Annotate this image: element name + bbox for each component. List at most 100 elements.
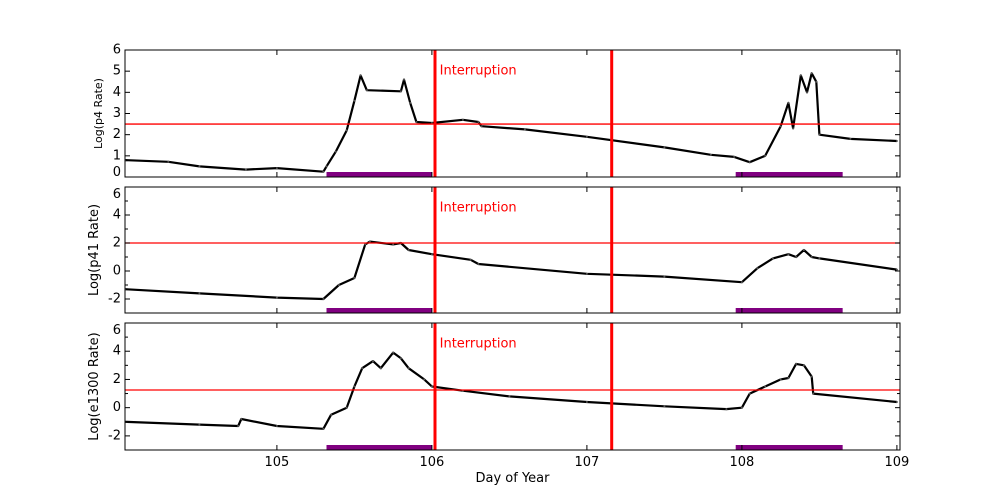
axes-frame <box>124 322 901 451</box>
data-point <box>275 425 278 428</box>
y-tick-label: 6 <box>113 43 121 58</box>
data-point <box>771 257 774 260</box>
data-point <box>802 364 805 367</box>
interval-bar <box>735 172 843 177</box>
data-point <box>585 272 588 275</box>
data-point <box>895 140 898 143</box>
data-point <box>740 406 743 409</box>
data-point <box>779 125 782 128</box>
data-point <box>818 133 821 136</box>
data-point <box>787 253 790 256</box>
plot-area <box>125 50 900 177</box>
data-point <box>198 165 201 168</box>
data-point <box>372 360 374 363</box>
data-point <box>379 367 382 370</box>
data-point <box>663 146 666 149</box>
data-point <box>663 275 666 278</box>
y-tick-label: 6 <box>113 323 121 338</box>
data-point <box>725 408 728 411</box>
data-point <box>787 101 790 104</box>
data-point <box>330 413 333 416</box>
data-point <box>275 167 278 170</box>
y-axis-label: Log(e1300 Rate) <box>87 332 102 440</box>
data-point <box>365 89 368 92</box>
axes-frame <box>124 186 901 314</box>
data-point <box>812 392 815 395</box>
data-point <box>407 249 410 251</box>
data-point <box>198 423 201 426</box>
data-point <box>423 378 426 381</box>
data-point <box>480 125 483 128</box>
data-point <box>849 137 852 140</box>
x-tick-label: 107 <box>574 455 599 470</box>
data-point <box>764 385 767 388</box>
interruption-label: Interruption <box>440 337 517 352</box>
data-point <box>799 74 802 77</box>
data-point <box>430 253 433 256</box>
data-point <box>663 405 666 408</box>
data-point <box>430 385 433 388</box>
data-point <box>345 129 348 132</box>
data-point <box>240 417 243 420</box>
data-point <box>779 378 782 381</box>
panel-3: Interruption -2 0 2 4 6 105 106 107 108 109 Log(e13… <box>87 322 909 486</box>
data-point <box>756 267 759 270</box>
data-point <box>353 385 356 388</box>
y-tick-label: 2 <box>113 236 121 251</box>
data-point <box>361 367 364 370</box>
interruption-label: Interruption <box>440 64 517 79</box>
y-tick-label: 2 <box>113 127 121 142</box>
data-point <box>733 155 736 158</box>
data-point <box>523 128 526 131</box>
x-tick-label: 105 <box>264 455 289 470</box>
data-point <box>810 72 813 75</box>
data-point <box>795 256 798 258</box>
interval-bar <box>326 308 432 313</box>
y-tick-label: 0 <box>113 264 121 279</box>
data-point <box>353 277 356 279</box>
panel-1: Interruption 0 1 2 3 4 5 6 Log(p4 Rate) <box>92 43 901 180</box>
data-point <box>399 90 402 93</box>
data-point <box>740 281 743 284</box>
y-tick-label: 4 <box>113 208 121 223</box>
data-point <box>810 375 813 378</box>
data-point <box>407 367 410 370</box>
interval-bar <box>326 172 432 177</box>
x-tick-label: 109 <box>884 455 909 470</box>
data-series-line <box>125 240 898 301</box>
x-axis-label: Day of Year <box>476 471 551 486</box>
data-point <box>477 120 480 123</box>
data-series-line <box>125 351 898 430</box>
y-tick-label: 5 <box>113 64 121 79</box>
data-point <box>364 243 367 246</box>
data-point <box>353 99 356 102</box>
y-tick-label: 6 <box>113 187 121 202</box>
data-point <box>469 258 472 261</box>
data-point <box>709 153 712 156</box>
data-point <box>237 425 240 428</box>
data-point <box>409 101 412 104</box>
data-point <box>244 168 247 171</box>
interval-bar <box>735 308 843 313</box>
data-point <box>392 243 395 246</box>
y-tick-label: -2 <box>108 292 121 307</box>
data-point <box>802 249 805 251</box>
x-tick-label: 106 <box>419 455 444 470</box>
y-tick-label: 0 <box>113 400 121 415</box>
data-point <box>334 150 337 153</box>
data-point <box>392 351 395 354</box>
data-point <box>787 377 790 380</box>
data-point <box>585 135 588 138</box>
data-point <box>895 268 898 271</box>
data-point <box>585 401 588 404</box>
y-axis-label: Log(p41 Rate) <box>87 204 102 296</box>
y-tick-label: 0 <box>113 165 121 180</box>
data-point <box>337 284 340 286</box>
data-point <box>368 240 371 243</box>
plot-area <box>125 323 900 450</box>
data-point <box>322 170 325 173</box>
y-tick-label: 4 <box>113 85 121 100</box>
data-point <box>818 257 821 260</box>
y-tick-label: 2 <box>113 372 121 387</box>
